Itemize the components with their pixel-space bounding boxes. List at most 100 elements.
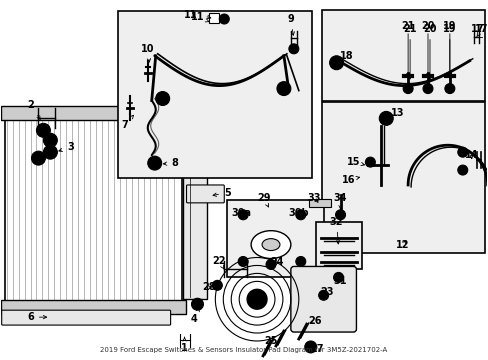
Text: 30b: 30b [288, 208, 308, 218]
Text: 28: 28 [202, 282, 216, 292]
Circle shape [36, 155, 41, 161]
Circle shape [212, 280, 222, 290]
FancyBboxPatch shape [186, 185, 224, 203]
Text: 3: 3 [59, 142, 74, 152]
Circle shape [160, 95, 165, 102]
Text: 19: 19 [442, 24, 456, 79]
FancyBboxPatch shape [0, 107, 185, 120]
Ellipse shape [262, 239, 279, 251]
Circle shape [246, 289, 266, 309]
FancyBboxPatch shape [0, 300, 185, 314]
Circle shape [241, 213, 244, 217]
Circle shape [147, 156, 162, 170]
Text: 31: 31 [333, 276, 346, 286]
Text: 20: 20 [420, 21, 434, 31]
Text: 32: 32 [329, 217, 343, 244]
Circle shape [457, 147, 467, 157]
Circle shape [291, 47, 295, 51]
Circle shape [43, 145, 57, 159]
Text: 16: 16 [341, 175, 359, 185]
Circle shape [336, 275, 340, 279]
Circle shape [155, 91, 169, 105]
Circle shape [307, 345, 313, 350]
Text: 11: 11 [190, 12, 209, 22]
Circle shape [47, 137, 53, 143]
Circle shape [194, 301, 200, 307]
Circle shape [460, 150, 464, 154]
Text: 2: 2 [27, 100, 40, 119]
Circle shape [383, 116, 388, 121]
Text: 33: 33 [306, 193, 320, 203]
Ellipse shape [251, 231, 290, 258]
FancyBboxPatch shape [290, 266, 356, 332]
Text: 22: 22 [212, 256, 225, 269]
Text: 25: 25 [264, 336, 277, 346]
Circle shape [402, 84, 412, 94]
Circle shape [280, 86, 286, 91]
Text: 29: 29 [257, 193, 270, 207]
Text: 23: 23 [319, 287, 333, 297]
Circle shape [425, 87, 429, 91]
Circle shape [215, 283, 219, 287]
Circle shape [406, 87, 409, 91]
Circle shape [447, 87, 451, 91]
Circle shape [329, 56, 343, 70]
Circle shape [338, 213, 342, 217]
Text: 34: 34 [333, 193, 346, 209]
Circle shape [37, 123, 50, 137]
Circle shape [41, 127, 46, 133]
Circle shape [298, 260, 302, 264]
Text: 20: 20 [423, 24, 436, 79]
Bar [5, 118, 181, 304]
Circle shape [422, 84, 432, 94]
Bar [227, 200, 323, 278]
Text: 6: 6 [27, 312, 46, 322]
Circle shape [335, 210, 345, 220]
Bar [321, 10, 484, 100]
Circle shape [379, 112, 392, 125]
Text: 9: 9 [287, 14, 294, 35]
FancyBboxPatch shape [1, 310, 170, 325]
Circle shape [298, 213, 302, 217]
Text: 5: 5 [213, 188, 230, 198]
Circle shape [288, 44, 298, 54]
Circle shape [238, 257, 247, 266]
Bar [315, 222, 362, 269]
Circle shape [151, 160, 158, 166]
Circle shape [295, 257, 305, 266]
Bar [321, 103, 484, 253]
Circle shape [457, 165, 467, 175]
Circle shape [219, 14, 229, 24]
Circle shape [333, 60, 339, 66]
Circle shape [191, 298, 203, 310]
Text: 19: 19 [442, 21, 456, 31]
Circle shape [265, 260, 275, 269]
Circle shape [295, 210, 305, 220]
Circle shape [31, 151, 45, 165]
Text: 27: 27 [309, 344, 323, 354]
Text: 17: 17 [470, 24, 484, 34]
Circle shape [304, 341, 316, 353]
Circle shape [367, 160, 371, 164]
Bar [182, 128, 207, 299]
Circle shape [365, 157, 375, 167]
Text: 12: 12 [396, 240, 409, 249]
Circle shape [268, 262, 272, 266]
Circle shape [321, 293, 325, 297]
Text: 10: 10 [141, 44, 154, 62]
Text: 17: 17 [474, 24, 488, 37]
Text: 4: 4 [191, 308, 199, 324]
Bar [118, 11, 311, 178]
Circle shape [444, 84, 454, 94]
Text: 8: 8 [163, 158, 178, 168]
Circle shape [241, 260, 244, 264]
Circle shape [238, 210, 247, 220]
Text: 26: 26 [307, 316, 321, 326]
Text: 30a: 30a [231, 208, 251, 218]
Circle shape [252, 294, 262, 304]
Text: 11: 11 [183, 10, 197, 20]
Circle shape [460, 168, 464, 172]
Text: 7: 7 [122, 115, 133, 130]
Circle shape [333, 273, 343, 282]
Text: 1: 1 [181, 337, 187, 353]
